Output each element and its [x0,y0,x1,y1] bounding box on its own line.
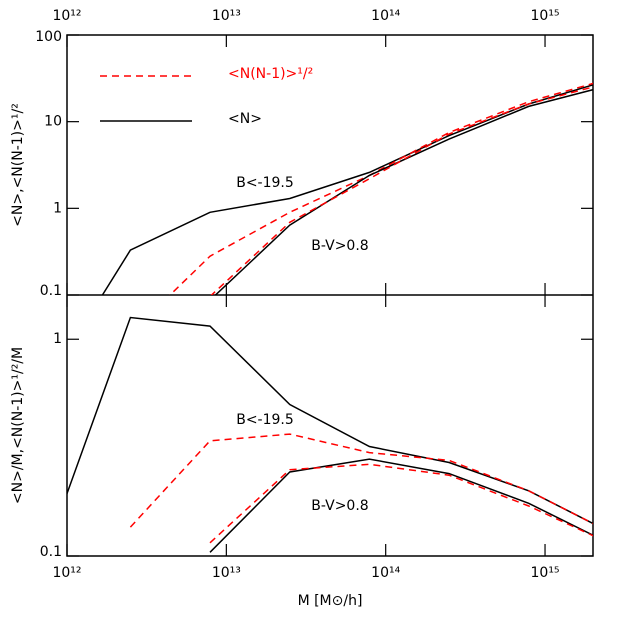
y-tick-label: 0.1 [40,283,62,299]
x-tick-label: 10¹² [52,8,81,24]
x-tick-label: 10¹³ [212,565,241,581]
x-axis-label: M [M⊙/h] [298,593,363,609]
series-line [101,84,593,295]
x-tick-label: 10¹⁴ [371,8,400,24]
series-line [209,463,593,544]
series-line [129,433,593,528]
series-line [210,86,593,295]
series-line [67,316,593,525]
series-line [209,458,593,553]
x-tick-label: 10¹² [52,565,81,581]
annotation: B<-19.5 [236,412,294,428]
y-axis-label: <N>/M,<N(N-1)>¹/²/M [10,347,26,504]
x-tick-label: 10¹³ [212,8,241,24]
plot-area [101,82,593,295]
annotation: B<-19.5 [236,175,294,191]
legend-label: <N> [228,111,262,127]
annotation: B-V>0.8 [311,498,368,514]
y-tick-label: 0.1 [40,544,62,560]
y-tick-label: 100 [35,29,62,45]
x-tick-label: 10¹⁵ [531,8,560,24]
annotation: B-V>0.8 [311,238,368,254]
series-line [214,88,593,295]
y-tick-label: 1 [53,331,62,347]
legend-label: <N(N-1)>¹/² [228,66,313,82]
y-axis-label: <N>,<N(N-1)>¹/² [10,103,26,227]
y-tick-label: 10 [44,114,62,130]
x-tick-label: 10¹⁵ [531,565,560,581]
plot-area [67,316,593,553]
x-tick-label: 10¹⁴ [371,565,400,581]
y-tick-label: 1 [53,200,62,216]
